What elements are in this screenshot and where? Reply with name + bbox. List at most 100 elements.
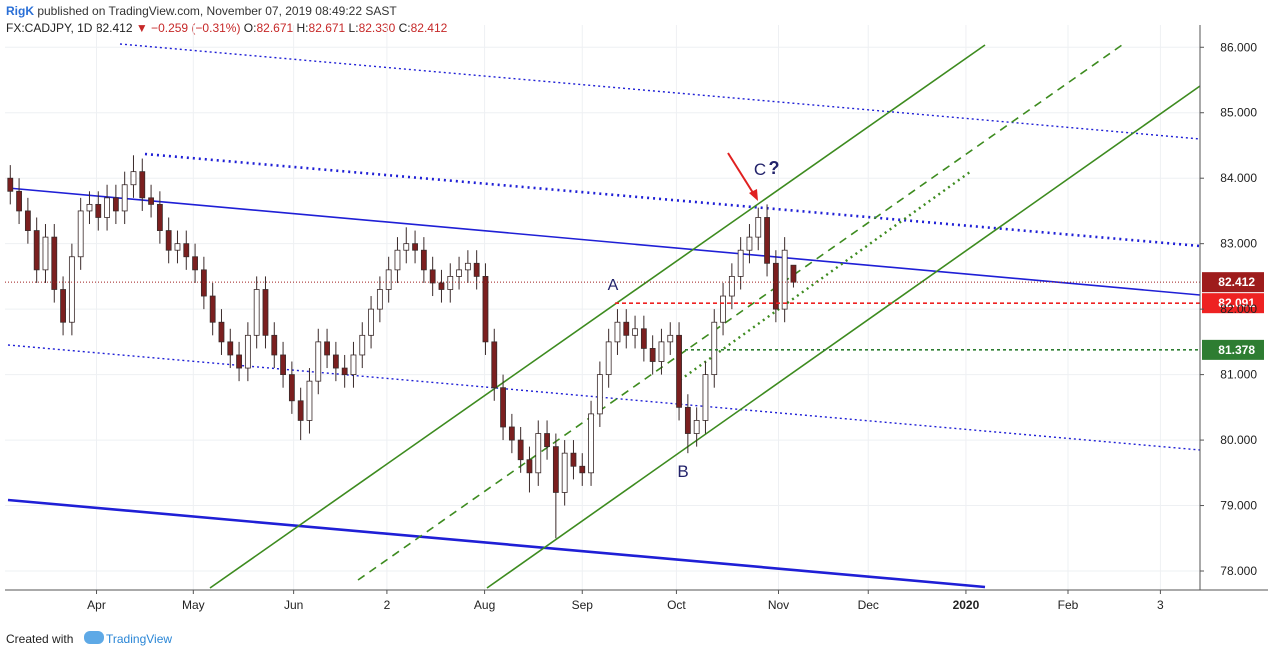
candle-body <box>702 374 709 421</box>
x-tick-label: 3 <box>1157 598 1164 612</box>
candle-body <box>772 262 779 310</box>
candle-body <box>420 249 427 271</box>
y-tick-label: 82.000 <box>1220 302 1257 316</box>
o-label: O: <box>243 21 257 35</box>
channel-dotted <box>679 171 971 381</box>
y-tick-label: 83.000 <box>1220 237 1257 251</box>
y-tick-label: 85.000 <box>1220 106 1257 120</box>
axes: 78.000 79.000 80.000 81.000 82.000 83.000 84.0… <box>87 40 1257 612</box>
candle-body <box>596 374 603 415</box>
drawings <box>7 43 1201 589</box>
candle-body <box>33 230 40 271</box>
candle-body <box>174 243 181 251</box>
candle-body <box>755 217 762 238</box>
x-tick-label: Sep <box>572 598 594 612</box>
y-tick-label: 79.000 <box>1220 499 1257 513</box>
y-tick-label: 78.000 <box>1220 564 1257 578</box>
candle-body <box>403 243 410 251</box>
candle-body <box>394 249 401 271</box>
high: 82.671 <box>308 21 346 35</box>
candle-body <box>614 321 621 343</box>
candle-body <box>130 171 137 186</box>
candle-body <box>95 203 102 218</box>
candle-body <box>438 282 445 290</box>
candle-body <box>148 197 154 205</box>
candle-body <box>605 341 612 376</box>
candle-body <box>667 334 674 343</box>
candle-body <box>746 236 753 251</box>
logo <box>84 631 104 644</box>
trendline <box>119 43 1201 140</box>
change: ▼ −0.259 (−0.31%) <box>132 21 244 35</box>
published: published on TradingView.com, November 0… <box>34 4 397 18</box>
candle-body <box>244 334 251 369</box>
candle-body <box>104 197 110 218</box>
candle-body <box>535 433 542 474</box>
low: 82.330 <box>358 21 396 35</box>
annotation: A <box>608 277 619 294</box>
candle-body <box>640 328 647 349</box>
candle-body <box>473 262 480 277</box>
candle-body <box>60 289 66 323</box>
candle-body <box>676 334 682 408</box>
candle-body <box>720 295 726 323</box>
x-tick-label: Aug <box>474 598 495 612</box>
candle-body <box>623 321 630 336</box>
candle-body <box>764 217 770 264</box>
candle-body <box>121 184 128 212</box>
candle-body <box>7 177 14 192</box>
annotation: C <box>754 160 766 179</box>
candle-body <box>227 341 234 356</box>
candle-body <box>280 354 286 376</box>
price-lines: 82.412 82.091 81.378 <box>5 272 1264 360</box>
candle-body <box>482 276 489 343</box>
candle-body <box>781 249 788 310</box>
candle-body <box>412 243 418 251</box>
arrow <box>727 152 756 197</box>
candle-body <box>156 203 163 231</box>
price-label-bg <box>1202 272 1264 293</box>
channel-line <box>486 85 1201 589</box>
candle-body <box>24 210 31 231</box>
x-tick-label: Apr <box>87 598 106 612</box>
candle-body <box>684 406 691 434</box>
candle-body <box>737 249 744 277</box>
channel-median <box>357 44 1123 581</box>
grid <box>5 25 1200 590</box>
h-label: H: <box>293 21 309 35</box>
candle-body <box>570 452 577 467</box>
candle-body <box>456 269 462 277</box>
trendline <box>7 187 1201 296</box>
x-tick-label: Nov <box>768 598 789 612</box>
annotation: ? <box>769 158 780 178</box>
candle-body <box>271 334 278 356</box>
candle-body <box>658 341 665 362</box>
x-tick-label: Feb <box>1058 598 1079 612</box>
candle-body <box>711 321 718 376</box>
candle-body <box>42 236 49 271</box>
candle-body <box>385 269 392 290</box>
x-tick-label: 2020 <box>953 598 980 612</box>
candle-body <box>192 256 198 271</box>
y-tick-label: 84.000 <box>1220 171 1257 185</box>
candle-body <box>508 426 515 441</box>
trendline <box>7 498 986 589</box>
candle-body <box>200 269 207 297</box>
candle-body <box>728 276 735 297</box>
x-tick-label: Oct <box>667 598 686 612</box>
x-tick-label: 2 <box>384 598 391 612</box>
candle-body <box>183 243 190 258</box>
candle-body <box>500 387 506 428</box>
candle-body <box>649 348 656 362</box>
candles <box>7 155 797 539</box>
candle-body <box>579 465 586 474</box>
candle-body <box>376 289 383 310</box>
header-line-1: RigK published on TradingView.com, Novem… <box>6 4 397 18</box>
candle-body <box>68 256 75 323</box>
candle-body <box>561 452 568 493</box>
candle-body <box>588 413 594 474</box>
candle-body <box>315 341 322 382</box>
footer: Created with <box>6 632 73 646</box>
